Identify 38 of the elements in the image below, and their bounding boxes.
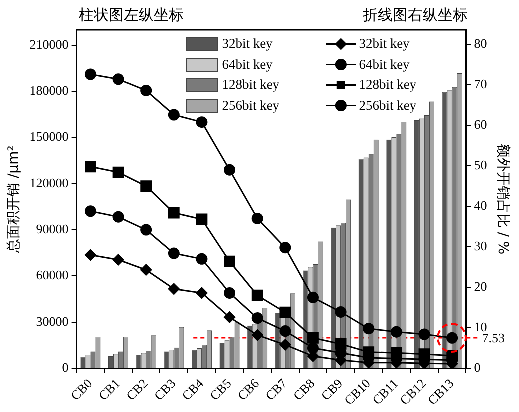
y-tick-label: 120000 — [30, 175, 69, 190]
x-tick-label: CB9 — [318, 376, 346, 404]
legend-label: 64bit key — [222, 56, 273, 74]
x-tick-label: CB8 — [290, 376, 318, 404]
x-tick-label: CB3 — [151, 376, 179, 404]
y2-tick-label: 20 — [474, 278, 488, 294]
legend-label: 32bit key — [359, 35, 410, 53]
y-tick-label: 30000 — [36, 314, 69, 329]
y-tick-label: 60000 — [36, 268, 69, 283]
legend-label: 128bit key — [359, 76, 417, 94]
x-tick-label: CB6 — [234, 376, 262, 404]
legend-label: 128bit key — [222, 76, 280, 94]
y2-tick-label: 30 — [474, 238, 488, 254]
legend-label: 256bit key — [222, 96, 280, 115]
y2-axis-title: 额外开销占比 / % — [494, 144, 511, 255]
y-tick-label: 0 — [62, 360, 69, 375]
legend-label: 32bit key — [222, 35, 273, 53]
y2-tick-label: 60 — [474, 116, 488, 132]
y-tick-label: 180000 — [30, 82, 69, 98]
text: 折线图右纵坐标 — [363, 6, 468, 25]
legend-label: 256bit key — [359, 96, 417, 115]
x-tick-label: CB7 — [262, 376, 290, 404]
y2-tick-label: 80 — [474, 36, 488, 51]
y2-tick-label: 40 — [474, 198, 488, 213]
y-axis-title: 总面积开销 /μm² — [6, 146, 22, 254]
y2-tick-label: 50 — [474, 157, 488, 172]
legend-label: 64bit key — [359, 56, 410, 74]
x-tick-label: CB4 — [179, 376, 207, 404]
x-tick-label: CB2 — [123, 376, 151, 404]
x-tick-label: CB0 — [68, 376, 96, 404]
x-tick-label: CB1 — [96, 376, 124, 404]
x-tick-label: CB5 — [206, 376, 234, 404]
y-tick-label: 150000 — [30, 129, 69, 144]
y2-tick-label: 0 — [474, 360, 481, 375]
y2-tick-label: 70 — [474, 76, 488, 92]
text: 柱状图左纵坐标 — [78, 6, 184, 25]
y-tick-label: 210000 — [30, 36, 69, 52]
y-tick-label: 90000 — [36, 221, 69, 236]
